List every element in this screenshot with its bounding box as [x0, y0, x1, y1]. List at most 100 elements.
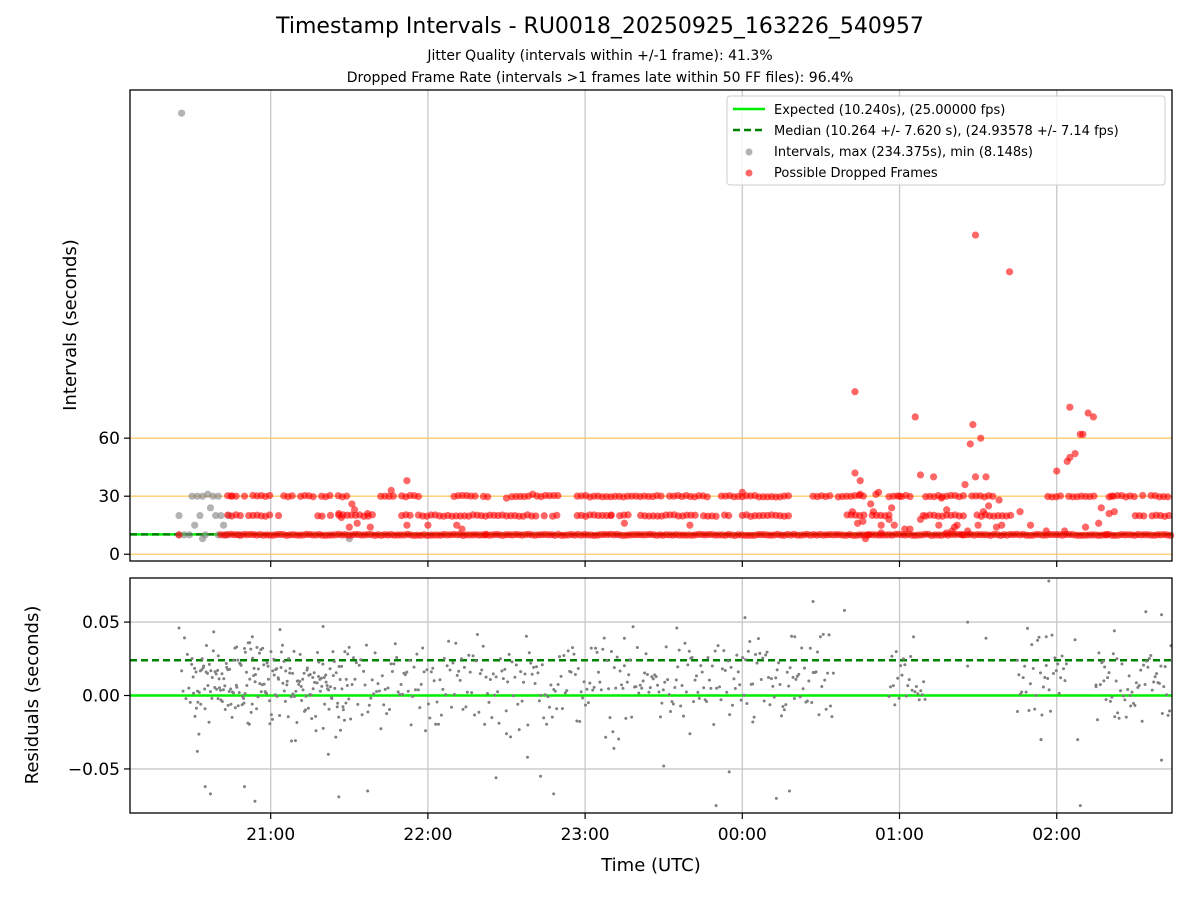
- residual-point: [493, 693, 497, 697]
- dropped-frame-point: [540, 512, 548, 520]
- dropped-frame-point: [943, 506, 951, 514]
- dropped-frame-point: [872, 490, 880, 498]
- residual-point: [460, 657, 464, 661]
- chart-subtitle-jitter: Jitter Quality (intervals within +/-1 fr…: [427, 48, 773, 64]
- dropped-frame-point: [856, 490, 864, 498]
- residual-point: [624, 716, 628, 720]
- residual-point: [311, 675, 315, 679]
- residual-point: [805, 699, 809, 703]
- residual-point: [262, 663, 266, 667]
- residual-point: [787, 684, 791, 688]
- residual-point: [249, 647, 253, 651]
- dropped-frame-point: [1102, 531, 1111, 539]
- residual-point: [785, 670, 789, 674]
- residual-point: [347, 697, 351, 701]
- residual-point: [658, 715, 662, 719]
- residual-point: [513, 675, 517, 679]
- residual-point: [272, 673, 276, 677]
- residual-point: [408, 658, 412, 662]
- residual-point: [1018, 692, 1022, 696]
- residual-point: [705, 699, 709, 703]
- residual-point: [910, 688, 914, 692]
- residual-point: [223, 684, 227, 688]
- dropped-frame-point: [998, 521, 1006, 529]
- residuals-y-tick-label: −0.05: [68, 760, 120, 780]
- residual-point: [530, 672, 534, 676]
- residual-point: [729, 665, 733, 669]
- residual-point: [532, 665, 536, 669]
- residual-point: [700, 670, 704, 674]
- x-tick-label: 21:00: [246, 825, 295, 845]
- dropped-frame-point: [890, 521, 898, 529]
- residual-point: [583, 703, 587, 707]
- residual-point: [562, 654, 566, 658]
- legend-expected-label: Expected (10.240s), (25.00000 fps): [774, 103, 1005, 118]
- residual-point: [559, 674, 563, 678]
- residual-point: [664, 645, 668, 649]
- residual-point: [542, 716, 546, 720]
- residual-point: [382, 703, 386, 707]
- residual-point: [205, 644, 209, 648]
- residual-point: [379, 727, 383, 731]
- dropped-frame-point: [453, 521, 461, 529]
- residual-point: [266, 664, 270, 668]
- interval-point: [212, 511, 220, 520]
- residual-point: [496, 690, 500, 694]
- residual-point: [208, 792, 212, 796]
- residual-point: [473, 713, 477, 717]
- residual-point: [545, 722, 549, 726]
- residual-point: [553, 689, 557, 693]
- interval-point: [175, 511, 183, 520]
- residual-point: [697, 696, 701, 700]
- residual-point: [266, 677, 270, 681]
- residuals-ticks: −0.05 0.00 0.05 21:00 22:00 23:00 00:00 01:00 02…: [68, 613, 1081, 845]
- residual-point: [777, 661, 781, 665]
- residual-point: [738, 683, 742, 687]
- dropped-frame-point: [851, 388, 859, 396]
- residual-point: [733, 687, 737, 691]
- dropped-frame-point: [959, 512, 968, 520]
- residual-point: [1110, 695, 1114, 699]
- residual-point: [398, 692, 402, 696]
- residual-point: [418, 706, 422, 710]
- residual-point: [566, 649, 570, 653]
- residual-point: [751, 682, 755, 686]
- residual-point: [356, 702, 360, 706]
- residual-point: [255, 707, 259, 711]
- dropped-frame-point: [236, 511, 244, 520]
- intervals-y-tick-label: 60: [98, 429, 120, 449]
- residual-point: [509, 735, 513, 739]
- residual-point: [1160, 711, 1164, 715]
- residual-point: [310, 717, 314, 721]
- residual-point: [1040, 713, 1044, 717]
- residual-point: [555, 707, 559, 711]
- residual-point: [679, 704, 683, 708]
- residual-point: [486, 691, 490, 695]
- residual-point: [261, 646, 265, 650]
- residual-point: [285, 679, 289, 683]
- residual-point: [914, 684, 918, 688]
- residual-point: [660, 701, 664, 705]
- residual-point: [617, 737, 621, 741]
- residual-point: [671, 702, 675, 706]
- dropped-frame-point: [989, 492, 997, 500]
- residual-point: [207, 662, 211, 666]
- residual-point: [235, 645, 239, 649]
- residual-point: [465, 690, 469, 694]
- residual-point: [325, 684, 329, 688]
- residual-point: [431, 666, 435, 670]
- residual-point: [643, 671, 647, 675]
- residual-point: [1142, 663, 1146, 667]
- legend-box: [726, 95, 1166, 186]
- residual-point: [1157, 681, 1161, 685]
- residual-point: [235, 685, 239, 689]
- residual-point: [798, 695, 802, 699]
- chart-subtitle-dropped: Dropped Frame Rate (intervals >1 frames …: [346, 70, 854, 86]
- residual-point: [1047, 688, 1051, 692]
- residual-point: [828, 704, 832, 708]
- legend-median-label: Median (10.264 +/- 7.620 s), (24.93578 +…: [774, 124, 1119, 139]
- residual-point: [324, 673, 328, 677]
- residual-point: [755, 661, 759, 665]
- residual-point: [618, 669, 622, 673]
- residual-point: [778, 683, 782, 687]
